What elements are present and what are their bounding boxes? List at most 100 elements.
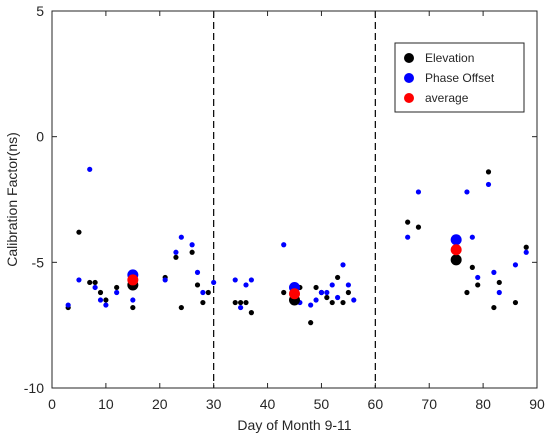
elevation-point: [97, 289, 104, 296]
elevation-point: [243, 299, 249, 306]
divider-lines: [213, 11, 376, 388]
x-tick-label: 20: [152, 396, 168, 412]
phase-offset-point: [243, 282, 249, 288]
x-tick-label: 50: [314, 396, 330, 412]
elevation-point: [92, 279, 98, 286]
phase-offset-point: [340, 262, 346, 268]
elevation-point: [523, 244, 529, 250]
phase-offset-point: [464, 189, 470, 195]
elevation-point: [173, 254, 179, 260]
phase-offset-point: [130, 297, 136, 303]
legend-box: [394, 42, 525, 113]
average-marker: [289, 288, 300, 300]
elevation-point: [200, 299, 206, 306]
x-tick-label: 0: [48, 396, 56, 412]
phase-offset-point: [415, 189, 422, 195]
elevation-point: [87, 279, 93, 286]
elevation-point: [232, 299, 238, 306]
elevation-point: [405, 219, 411, 225]
legend-label: average: [425, 91, 469, 105]
phase-offset-point: [76, 277, 82, 283]
phase-offset-point: [97, 297, 104, 303]
phase-offset-point: [496, 289, 502, 296]
phase-offset-point: [512, 262, 519, 268]
phase-offset-point: [523, 249, 529, 255]
phase-offset-point: [329, 282, 335, 288]
phase-offset-point: [345, 282, 351, 288]
phase-offset-point: [162, 277, 168, 283]
legend-marker: [404, 53, 414, 63]
x-tick-label: 10: [98, 396, 114, 412]
y-tick-label: 0: [36, 129, 44, 145]
elevation-point: [248, 310, 254, 316]
elevation-point: [308, 320, 314, 326]
phase-offset-point: [65, 302, 71, 308]
phase-offset-point: [313, 297, 319, 303]
phase-offset-point: [248, 277, 254, 283]
y-tick-label: 5: [36, 3, 44, 19]
elevation-point: [329, 299, 335, 306]
elevation-point: [103, 297, 109, 303]
phase-offset-point: [238, 304, 244, 311]
elevation-point: [178, 304, 184, 311]
elevation-point: [496, 279, 502, 286]
elevation-point: [464, 289, 470, 296]
phase-offset-point: [200, 289, 206, 296]
phase-offset-point: [308, 302, 314, 308]
x-tick-label: 30: [206, 396, 222, 412]
elevation-point: [281, 289, 287, 296]
elevation-point: [76, 229, 82, 235]
elevation-point: [238, 299, 244, 306]
elevation-point: [491, 304, 497, 311]
phase-offset-point: [194, 269, 201, 275]
elevation-point: [189, 249, 195, 255]
data-points: [65, 166, 529, 326]
phase-offset-point: [335, 294, 341, 301]
phase-offset-point: [318, 289, 325, 296]
elevation-point: [469, 264, 475, 270]
elevation-point: [512, 299, 519, 306]
plot-frame: [51, 10, 538, 389]
phase-offset-point: [173, 249, 179, 255]
elevation-point: [130, 304, 136, 311]
legend-marker: [404, 73, 414, 83]
x-tick-label: 60: [368, 396, 384, 412]
legend-label: Elevation: [425, 51, 474, 65]
x-tick-label: 80: [475, 396, 491, 412]
elevation-point: [335, 274, 341, 281]
phase-offset-point: [475, 274, 481, 281]
legend: Elevation Phase Offset average: [394, 42, 525, 113]
phase-offset-point: [351, 297, 357, 303]
elevation-marker: [450, 254, 462, 266]
x-tick-label: 90: [529, 396, 545, 412]
phase-offset-point: [232, 277, 238, 283]
elevation-point: [114, 284, 120, 291]
phase-offset-point: [469, 234, 475, 240]
phase-offset-point: [92, 284, 98, 291]
phase-offset-point: [324, 289, 330, 296]
legend-marker: [404, 93, 414, 103]
average-marker: [127, 274, 139, 286]
y-tick-label: -5: [32, 254, 45, 270]
elevation-point: [475, 282, 481, 288]
phase-offset-marker: [450, 234, 462, 246]
x-tick-label: 40: [260, 396, 276, 412]
elevation-point: [324, 294, 330, 301]
phase-offset-point: [211, 279, 217, 286]
phase-offset-point: [178, 234, 184, 240]
x-axis-label: Day of Month 9-11: [237, 417, 351, 433]
phase-offset-point: [485, 181, 492, 188]
phase-offset-point: [114, 289, 120, 296]
phase-offset-point: [189, 242, 195, 248]
elevation-point: [194, 282, 201, 288]
elevation-point: [205, 289, 211, 296]
elevation-point: [485, 169, 492, 175]
phase-offset-point: [491, 269, 497, 275]
y-tick-label: -10: [24, 380, 44, 396]
phase-offset-point: [405, 234, 411, 240]
elevation-point: [313, 284, 319, 291]
phase-offset-point: [87, 166, 93, 172]
y-axis-label: Calibration Factor(ns): [4, 132, 20, 267]
average-marker: [450, 244, 462, 256]
